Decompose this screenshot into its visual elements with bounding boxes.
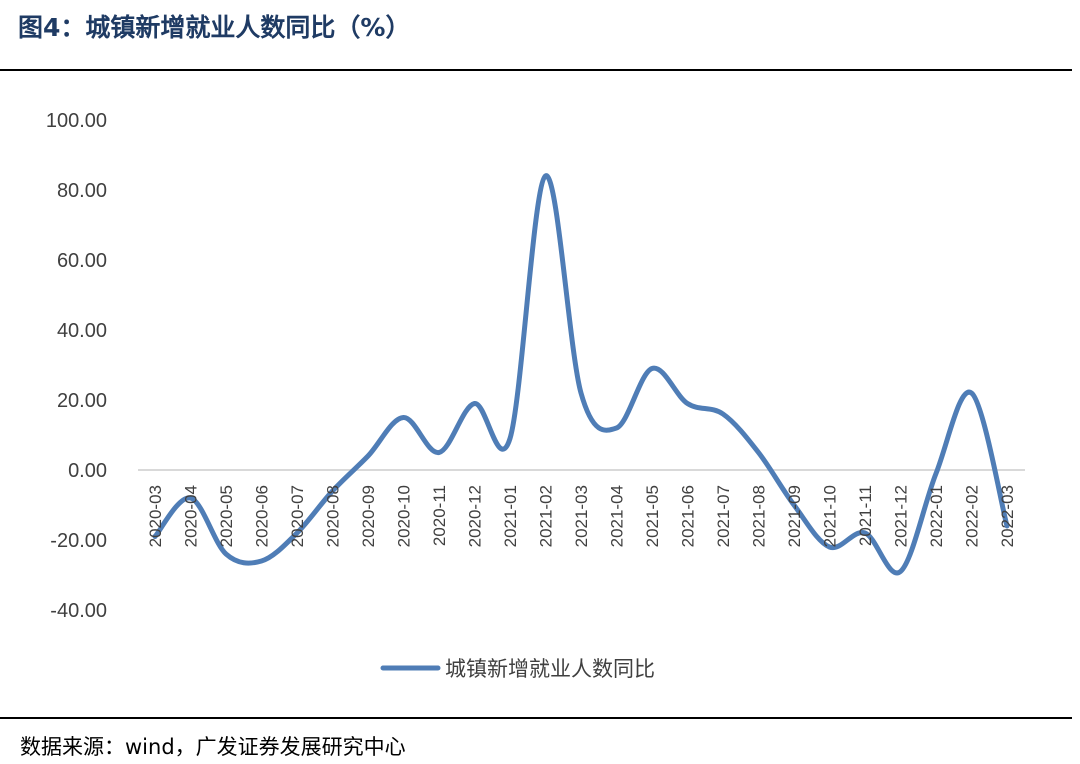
x-tick-label: 2021-06 xyxy=(679,485,698,547)
data-point xyxy=(614,426,619,431)
x-tick-label: 2022-02 xyxy=(963,485,982,547)
bottom-rule xyxy=(0,717,1072,719)
y-tick-label: 100.00 xyxy=(46,110,107,132)
data-point xyxy=(756,450,761,455)
data-point xyxy=(650,366,655,371)
source-note: 数据来源：wind，广发证券发展研究中心 xyxy=(20,735,406,759)
x-tick-label: 2021-02 xyxy=(537,485,556,547)
y-tick-label: 40.00 xyxy=(57,320,107,342)
x-tick-label: 2021-04 xyxy=(608,485,627,547)
x-tick-label: 2020-08 xyxy=(324,485,343,547)
data-point xyxy=(259,559,264,564)
x-tick-label: 2021-11 xyxy=(856,485,875,546)
series-line xyxy=(152,173,1010,576)
data-point xyxy=(366,454,371,459)
x-tick-label: 2021-05 xyxy=(643,485,662,547)
data-point xyxy=(224,552,229,557)
data-point xyxy=(934,471,939,476)
x-tick-label: 2021-01 xyxy=(501,485,520,547)
data-point xyxy=(472,401,477,406)
legend: 城镇新增就业人数同比 xyxy=(380,657,655,681)
x-tick-label: 2021-07 xyxy=(714,485,733,547)
x-tick-label: 2020-07 xyxy=(288,485,307,547)
x-tick-label: 2020-04 xyxy=(182,485,201,547)
y-tick-label: 60.00 xyxy=(57,250,107,272)
data-point xyxy=(508,436,513,441)
data-point xyxy=(721,412,726,417)
y-tick-label: 0.00 xyxy=(68,460,107,482)
data-point xyxy=(437,450,442,455)
x-tick-label: 2021-08 xyxy=(750,485,769,547)
data-point xyxy=(969,391,974,396)
x-tick-label: 2021-12 xyxy=(892,485,911,547)
x-tick-label: 2020-12 xyxy=(466,485,485,547)
data-point xyxy=(401,415,406,420)
x-tick-label: 2021-03 xyxy=(572,485,591,547)
x-axis-ticks: 2020-03 2020-04 2020-05 2020-06 2020-07 2020-… xyxy=(146,485,1017,547)
data-point xyxy=(543,174,548,179)
chart-title: 图4：城镇新增就业人数同比（%） xyxy=(18,13,411,42)
y-tick-label: -20.00 xyxy=(50,530,107,552)
x-tick-label: 2020-11 xyxy=(430,485,449,546)
x-tick-label: 2020-10 xyxy=(395,485,414,547)
y-tick-label: 20.00 xyxy=(57,390,107,412)
x-tick-label: 2020-03 xyxy=(146,485,165,547)
x-tick-label: 2020-06 xyxy=(253,485,272,547)
legend-label: 城镇新增就业人数同比 xyxy=(445,657,655,681)
x-tick-label: 2022-01 xyxy=(927,485,946,547)
y-tick-label: -40.00 xyxy=(50,600,107,622)
x-tick-label: 2021-09 xyxy=(785,485,804,547)
y-axis-ticks: 100.00 80.00 60.00 40.00 20.00 0.00 -20.00 -40.… xyxy=(46,110,107,622)
top-rule xyxy=(0,69,1072,71)
data-point xyxy=(898,569,903,574)
x-tick-label: 2021-10 xyxy=(821,485,840,547)
data-point xyxy=(685,401,690,406)
x-tick-label: 2020-09 xyxy=(359,485,378,547)
data-point xyxy=(579,391,584,396)
x-tick-label: 2022-03 xyxy=(998,485,1017,547)
y-tick-label: 80.00 xyxy=(57,180,107,202)
x-tick-label: 2020-05 xyxy=(217,485,236,547)
